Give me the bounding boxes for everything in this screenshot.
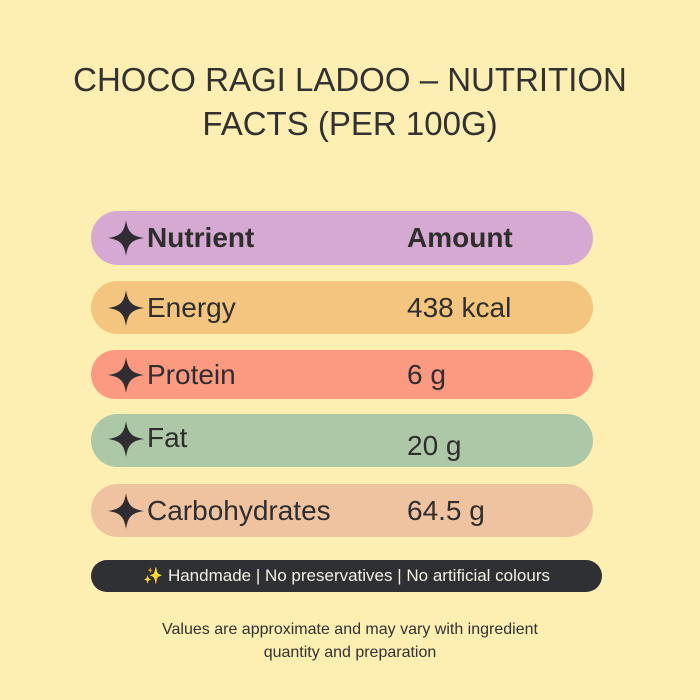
banner-text: Handmade | No preservatives | No artific… [167,566,550,585]
nutrient-name: Energy [147,291,236,323]
nutrient-amount: 20 g [407,430,462,461]
table-row-protein: Protein 6 g [91,350,593,399]
disclaimer-line-2: quantity and preparation [263,644,437,661]
sparkles-icon: ✨ [143,568,163,585]
nutrient-name: Protein [147,358,236,390]
nutrient-amount: 438 kcal [407,291,512,323]
table-row-energy: Energy 438 kcal [91,281,593,334]
four-point-star-icon [107,492,145,529]
disclaimer-note: Values are approximate and may vary with… [0,618,700,664]
four-point-star-icon [107,420,145,458]
title-line-1: CHOCO RAGI LADOO – NUTRITION [73,61,627,98]
four-point-star-icon [107,289,145,326]
nutrient-name: Fat [147,422,188,453]
four-point-star-icon [107,356,145,393]
nutrient-amount: 64.5 g [407,494,485,526]
disclaimer-line-1: Values are approximate and may vary with… [162,621,538,638]
table-row-fat: Fat 20 g [91,414,593,467]
table-header-row: Nutrient Amount [91,211,593,265]
nutrient-amount: 6 g [407,358,446,390]
header-amount: Amount [407,222,513,253]
features-banner: ✨ Handmade | No preservatives | No artif… [91,560,602,592]
header-nutrient: Nutrient [147,222,255,253]
nutrient-name: Carbohydrates [147,494,331,526]
page-title: CHOCO RAGI LADOO – NUTRITION FACTS (PER … [0,58,700,146]
table-row-carbohydrates: Carbohydrates 64.5 g [91,484,593,537]
four-point-star-icon [107,219,145,257]
title-line-2: FACTS (PER 100G) [202,105,498,142]
